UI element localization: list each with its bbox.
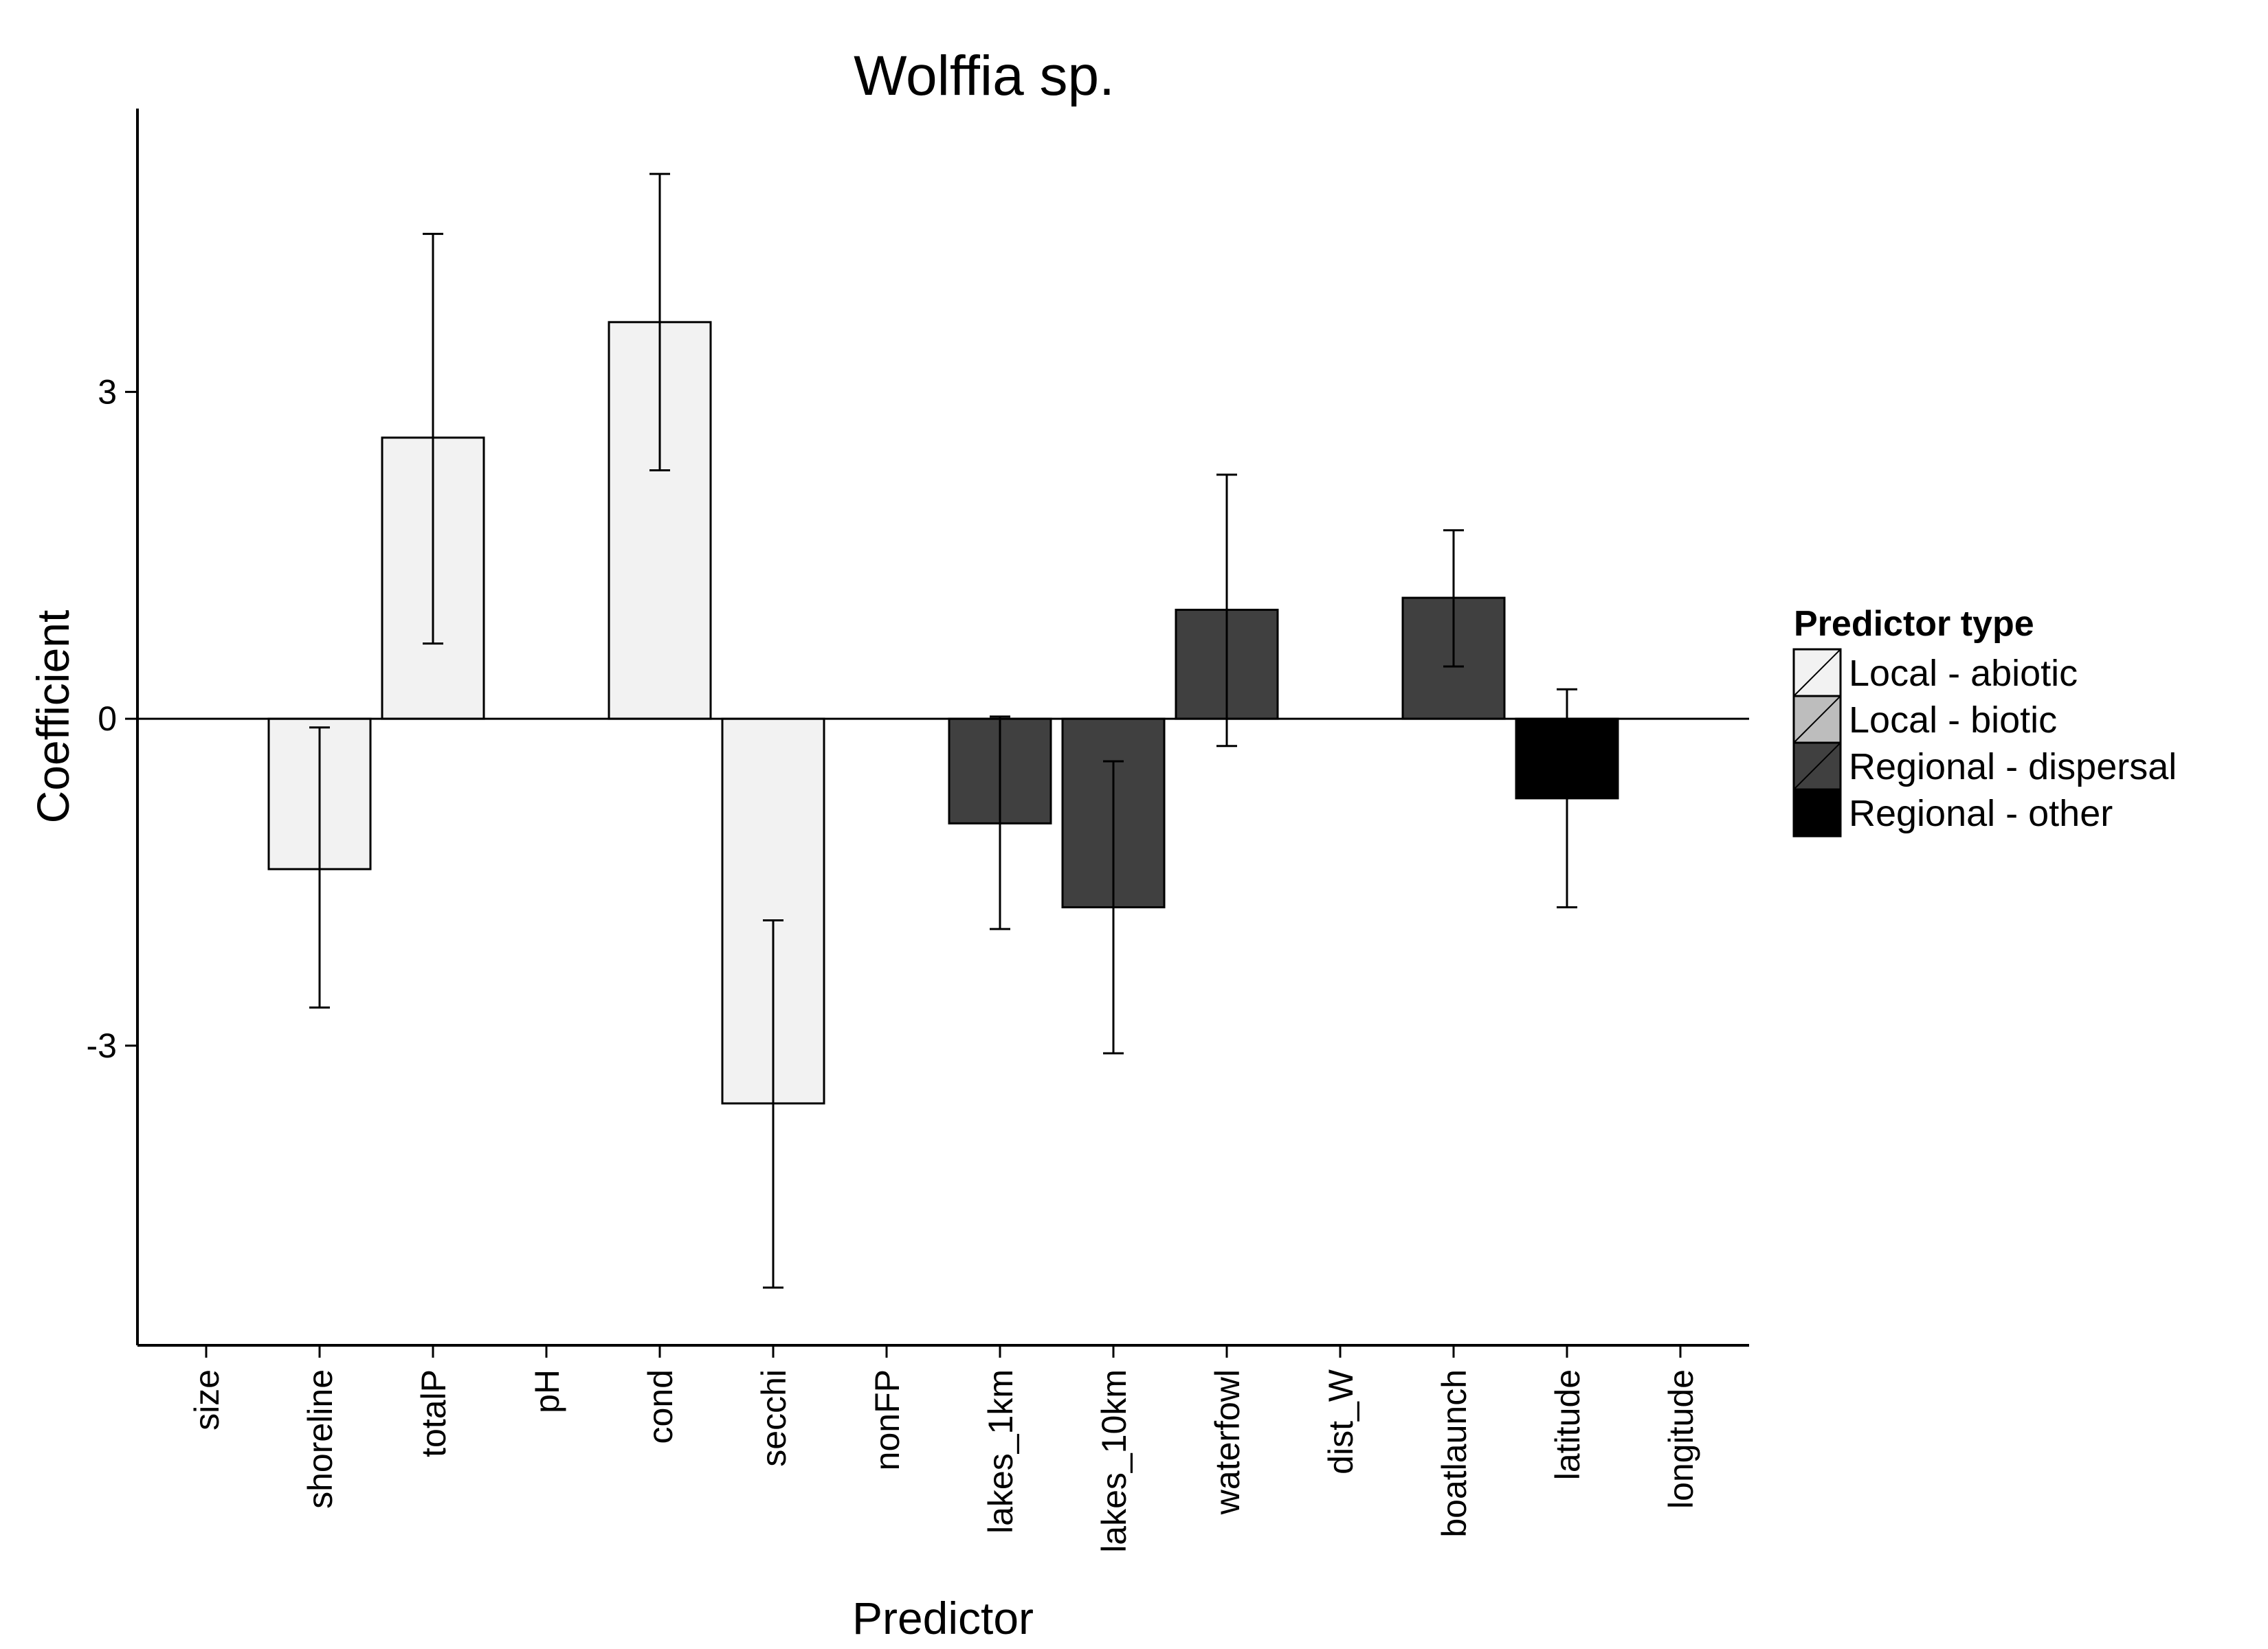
y-tick-label: 0: [98, 699, 117, 738]
legend-item: Regional - other: [1792, 788, 2113, 838]
x-tick-label-latitude: latitude: [1548, 1369, 1587, 1480]
x-tick-label-boatlaunch: boatlaunch: [1435, 1369, 1474, 1538]
legend-key-slash: [1793, 789, 1841, 837]
x-tick-label-pH: pH: [528, 1369, 566, 1413]
legend-item: Local - biotic: [1792, 695, 2057, 744]
x-tick-label-longitude: longitude: [1662, 1369, 1700, 1509]
x-tick-label-lakes_1km: lakes_1km: [981, 1369, 1020, 1534]
legend-label: Local - abiotic: [1849, 653, 2078, 694]
chart-title: Wolffia sp.: [854, 45, 1115, 107]
error-bar-shoreline: [309, 726, 330, 1009]
legend-title: Predictor type: [1794, 604, 2034, 644]
x-tick-label-secchi: secchi: [755, 1369, 793, 1467]
x-tick-label-lakes_10km: lakes_10km: [1095, 1369, 1133, 1553]
y-axis-ticks: -3 0 3: [87, 372, 137, 1065]
x-tick-label-dist_W: dist_W: [1322, 1369, 1360, 1474]
x-axis-title: Predictor: [852, 1593, 1034, 1644]
legend: Predictor type Local - abiotic Local - bi…: [1792, 604, 2177, 838]
legend-label: Regional - dispersal: [1849, 746, 2177, 787]
y-tick-label: 3: [98, 372, 117, 411]
x-tick-label-nonFP: nonFP: [868, 1369, 907, 1470]
y-tick-label: -3: [87, 1027, 117, 1065]
legend-label: Local - biotic: [1849, 699, 2057, 741]
y-axis-title: Coefficient: [27, 610, 78, 824]
legend-key-slash: [1793, 649, 1841, 697]
legend-key-slash: [1793, 742, 1841, 790]
legend-item: Regional - dispersal: [1792, 741, 2177, 791]
error-bar-totalP: [423, 232, 443, 645]
error-bar-cond: [649, 172, 670, 472]
x-tick-label-shoreline: shoreline: [301, 1369, 340, 1509]
error-bar-secchi: [763, 919, 783, 1289]
plot-area: [137, 172, 1749, 1289]
legend-label: Regional - other: [1849, 793, 2113, 834]
error-bar-lakes_10km: [1103, 760, 1124, 1055]
legend-key-slash: [1793, 695, 1841, 743]
x-tick-label-totalP: totalP: [414, 1369, 453, 1457]
x-tick-label-waterfowl: waterfowl: [1208, 1369, 1247, 1515]
error-bar-lakes_1km: [990, 715, 1010, 930]
error-bar-waterfowl: [1216, 473, 1237, 748]
legend-item: Local - abiotic: [1792, 648, 2078, 697]
error-bar-boatlaunch: [1443, 529, 1464, 668]
x-tick-label-cond: cond: [641, 1369, 680, 1444]
x-tick-label-size: size: [188, 1369, 226, 1431]
x-axis-ticks: size shoreline totalP pH cond secchi nonFP lake…: [188, 1345, 1700, 1553]
error-bar-latitude: [1557, 688, 1577, 908]
